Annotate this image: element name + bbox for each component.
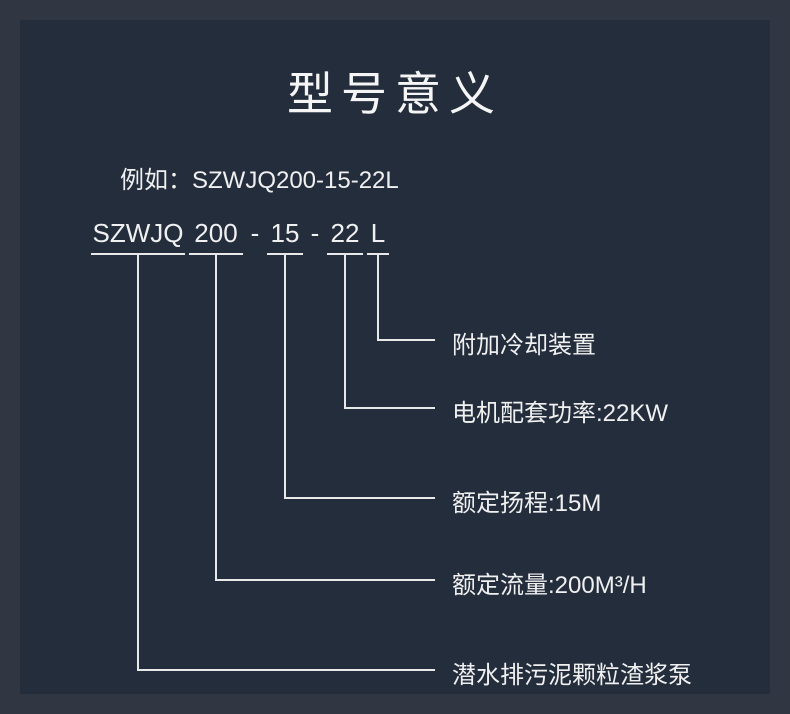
model-segment-p5: L xyxy=(368,218,388,249)
description-p2: 额定流量:200M³/H xyxy=(452,565,647,600)
example-line: 例如：SZWJQ200-15-22L xyxy=(120,160,399,195)
inner-panel: 型号意义 例如：SZWJQ200-15-22L SZWJQ200-15-22L … xyxy=(20,20,770,694)
outer-frame: 型号意义 例如：SZWJQ200-15-22L SZWJQ200-15-22L … xyxy=(0,0,790,714)
description-p1: 潜水排污泥颗粒渣浆泵 xyxy=(452,655,692,690)
model-segment-sep2: - xyxy=(308,218,322,249)
model-segment-p4: 22 xyxy=(328,218,362,249)
model-segment-p2: 200 xyxy=(190,218,242,249)
model-code-row: SZWJQ200-15-22L xyxy=(92,218,394,249)
model-segment-sep1: - xyxy=(248,218,262,249)
diagram-title: 型号意义 xyxy=(20,58,770,124)
model-segment-p1: SZWJQ xyxy=(92,218,184,249)
description-p4: 电机配套功率:22KW xyxy=(452,393,668,428)
description-p5: 附加冷却装置 xyxy=(452,325,596,360)
model-segment-p3: 15 xyxy=(268,218,302,249)
description-p3: 额定扬程:15M xyxy=(452,483,601,518)
